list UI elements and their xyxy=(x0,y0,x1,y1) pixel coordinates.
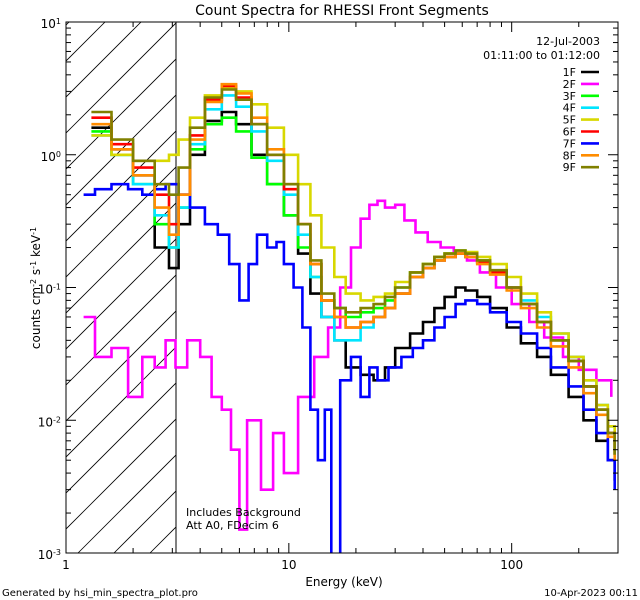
hatch-line xyxy=(66,346,176,458)
hatch-line xyxy=(66,202,176,314)
chart-title: Count Spectra for RHESSI Front Segments xyxy=(195,3,489,19)
y-label-exp1: -2 xyxy=(29,279,38,287)
note-attenuator: Att A0, FDecim 6 xyxy=(186,519,279,532)
legend-label-8F: 8F xyxy=(563,149,576,162)
hatch-line xyxy=(66,22,106,62)
series-4F-line xyxy=(91,94,616,450)
series-8F-line xyxy=(91,82,616,461)
axis-tick-labels: 1 10 100 10-3 10-2 10-1 100 101 xyxy=(38,17,523,573)
series-layer xyxy=(83,82,616,553)
hatch-line xyxy=(77,454,176,553)
hatch-line xyxy=(66,130,176,242)
x-tick-label: 10 xyxy=(281,558,296,572)
series-7F-line xyxy=(83,182,616,553)
hatch-line xyxy=(66,166,176,278)
y-tick-label: 101 xyxy=(41,17,61,32)
series-2F-line xyxy=(83,199,613,531)
footer-timestamp: 10-Apr-2023 00:11 xyxy=(544,588,638,599)
y-tick-label: 100 xyxy=(41,149,61,164)
footer-generated: Generated by hsi_min_spectra_plot.pro xyxy=(2,588,198,599)
hatch-line xyxy=(66,22,176,134)
legend-label-7F: 7F xyxy=(563,137,576,150)
y-label-base: counts cm xyxy=(29,287,43,349)
y-tick-label: 10-1 xyxy=(38,282,61,297)
y-label-exp2: -1 xyxy=(29,261,38,269)
time-range-label: 01:11:00 to 01:12:00 xyxy=(483,49,600,62)
y-label-mid: s xyxy=(29,269,43,279)
hatch-line xyxy=(0,0,102,553)
y-tick-label: 10-2 xyxy=(38,415,61,430)
x-tick-label: 100 xyxy=(500,558,523,572)
legend-label-4F: 4F xyxy=(563,102,576,115)
hatch-line xyxy=(66,382,176,494)
series-9F-line xyxy=(91,88,616,455)
legend-label-1F: 1F xyxy=(563,66,576,79)
date-label: 12-Jul-2003 xyxy=(536,35,600,48)
note-background: Includes Background xyxy=(186,506,301,519)
legend-label-2F: 2F xyxy=(563,78,576,91)
y-axis-label: counts cm-2 s-1 keV-1 xyxy=(29,227,44,349)
hatch-line xyxy=(66,22,142,98)
legend-label-9F: 9F xyxy=(563,161,576,174)
x-tick-label: 1 xyxy=(62,558,70,572)
hatch-line xyxy=(66,238,176,350)
legend-label-6F: 6F xyxy=(563,126,576,139)
y-tick-label: 10-3 xyxy=(38,548,61,563)
legend-label-5F: 5F xyxy=(563,114,576,127)
hatched-region xyxy=(0,0,176,553)
hatch-line xyxy=(113,490,176,553)
axis-ticks xyxy=(65,21,619,554)
series-6F-line xyxy=(91,84,616,455)
legend-label-3F: 3F xyxy=(563,90,576,103)
x-axis-label: Energy (keV) xyxy=(305,575,382,589)
series-3F-line xyxy=(91,116,616,455)
y-label-exp3: -1 xyxy=(29,227,38,235)
y-label-end: keV xyxy=(29,234,43,261)
hatch-line xyxy=(66,94,176,206)
hatch-line xyxy=(66,22,70,26)
hatch-line xyxy=(66,418,176,530)
